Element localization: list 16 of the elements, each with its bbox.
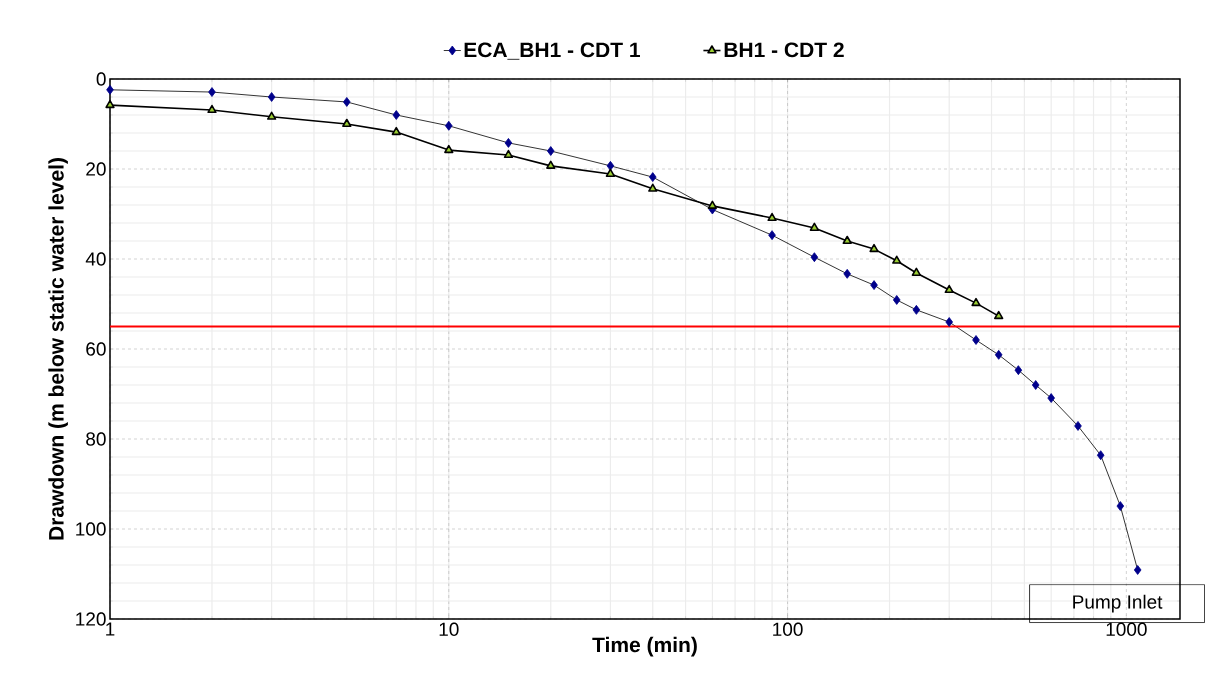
x-tick-label: 1 bbox=[106, 622, 115, 636]
y-tick-label: 40 bbox=[85, 252, 106, 266]
y-tick-label: 0 bbox=[96, 72, 106, 86]
y-tick-label: 80 bbox=[86, 432, 106, 446]
legend-label: ECA_BH1 - CDT 1 bbox=[464, 42, 640, 60]
annotation: Pump Inlet bbox=[1073, 594, 1163, 613]
y-tick-label: 120 bbox=[76, 612, 106, 626]
x-tick-label: 1000 bbox=[1106, 622, 1147, 636]
x-tick-label: 100 bbox=[773, 622, 803, 636]
y-axis-title: Drawdown (m below static water level) bbox=[48, 158, 68, 540]
y-tick-label: 100 bbox=[76, 522, 106, 536]
y-tick-label: 20 bbox=[86, 162, 106, 176]
legend-label: BH1 - CDT 2 bbox=[724, 42, 844, 58]
x-tick-label: 10 bbox=[439, 622, 459, 636]
y-tick-label: 60 bbox=[86, 342, 106, 356]
x-axis-title: Time (min) bbox=[592, 636, 697, 657]
